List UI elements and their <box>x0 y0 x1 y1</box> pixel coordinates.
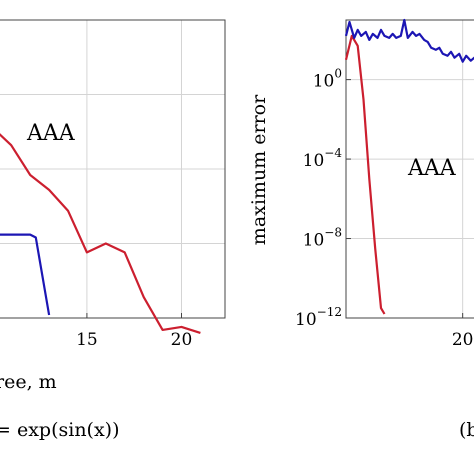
right-x-ticks: 20 <box>452 313 474 350</box>
left-series-line-1 <box>0 233 51 316</box>
right-y-axis-title: maximum error <box>248 94 270 245</box>
left-series-group <box>0 133 201 334</box>
right-y-ticks: 100 10−4 10−8 10−12 <box>295 67 351 330</box>
right-caption: (b <box>459 419 474 441</box>
right-y-tick-label-3: 10−12 <box>295 305 342 330</box>
left-x-tick-label-0: 15 <box>76 330 98 350</box>
left-aaa-annotation: AAA <box>26 121 76 146</box>
left-x-axis-title: ree, m <box>0 371 57 393</box>
right-y-tick-label-0: 100 <box>313 67 342 92</box>
right-series-line-1 <box>344 18 474 63</box>
left-x-tick-label-1: 20 <box>171 330 193 350</box>
left-plot-frame <box>0 19 226 319</box>
right-grid <box>346 20 474 318</box>
right-aaa-annotation: AAA <box>407 156 457 181</box>
left-series-line-0 <box>0 133 201 334</box>
left-x-ticks: 15 20 <box>76 313 192 350</box>
right-y-tick-label-1: 10−4 <box>303 146 343 171</box>
left-grid <box>0 20 225 318</box>
right-chart-panel: 100 10−4 10−8 10−12 20 maximum error AAA (b <box>248 18 474 441</box>
right-plot-frame <box>345 19 474 319</box>
right-series-line-0 <box>344 34 386 315</box>
right-series-group <box>344 18 474 315</box>
left-chart-panel: 15 20 AAA ree, m = exp(sin(x)) <box>0 19 226 441</box>
right-y-tick-label-2: 10−8 <box>303 226 342 251</box>
left-caption: = exp(sin(x)) <box>0 419 120 441</box>
right-x-tick-label-0: 20 <box>452 330 474 350</box>
